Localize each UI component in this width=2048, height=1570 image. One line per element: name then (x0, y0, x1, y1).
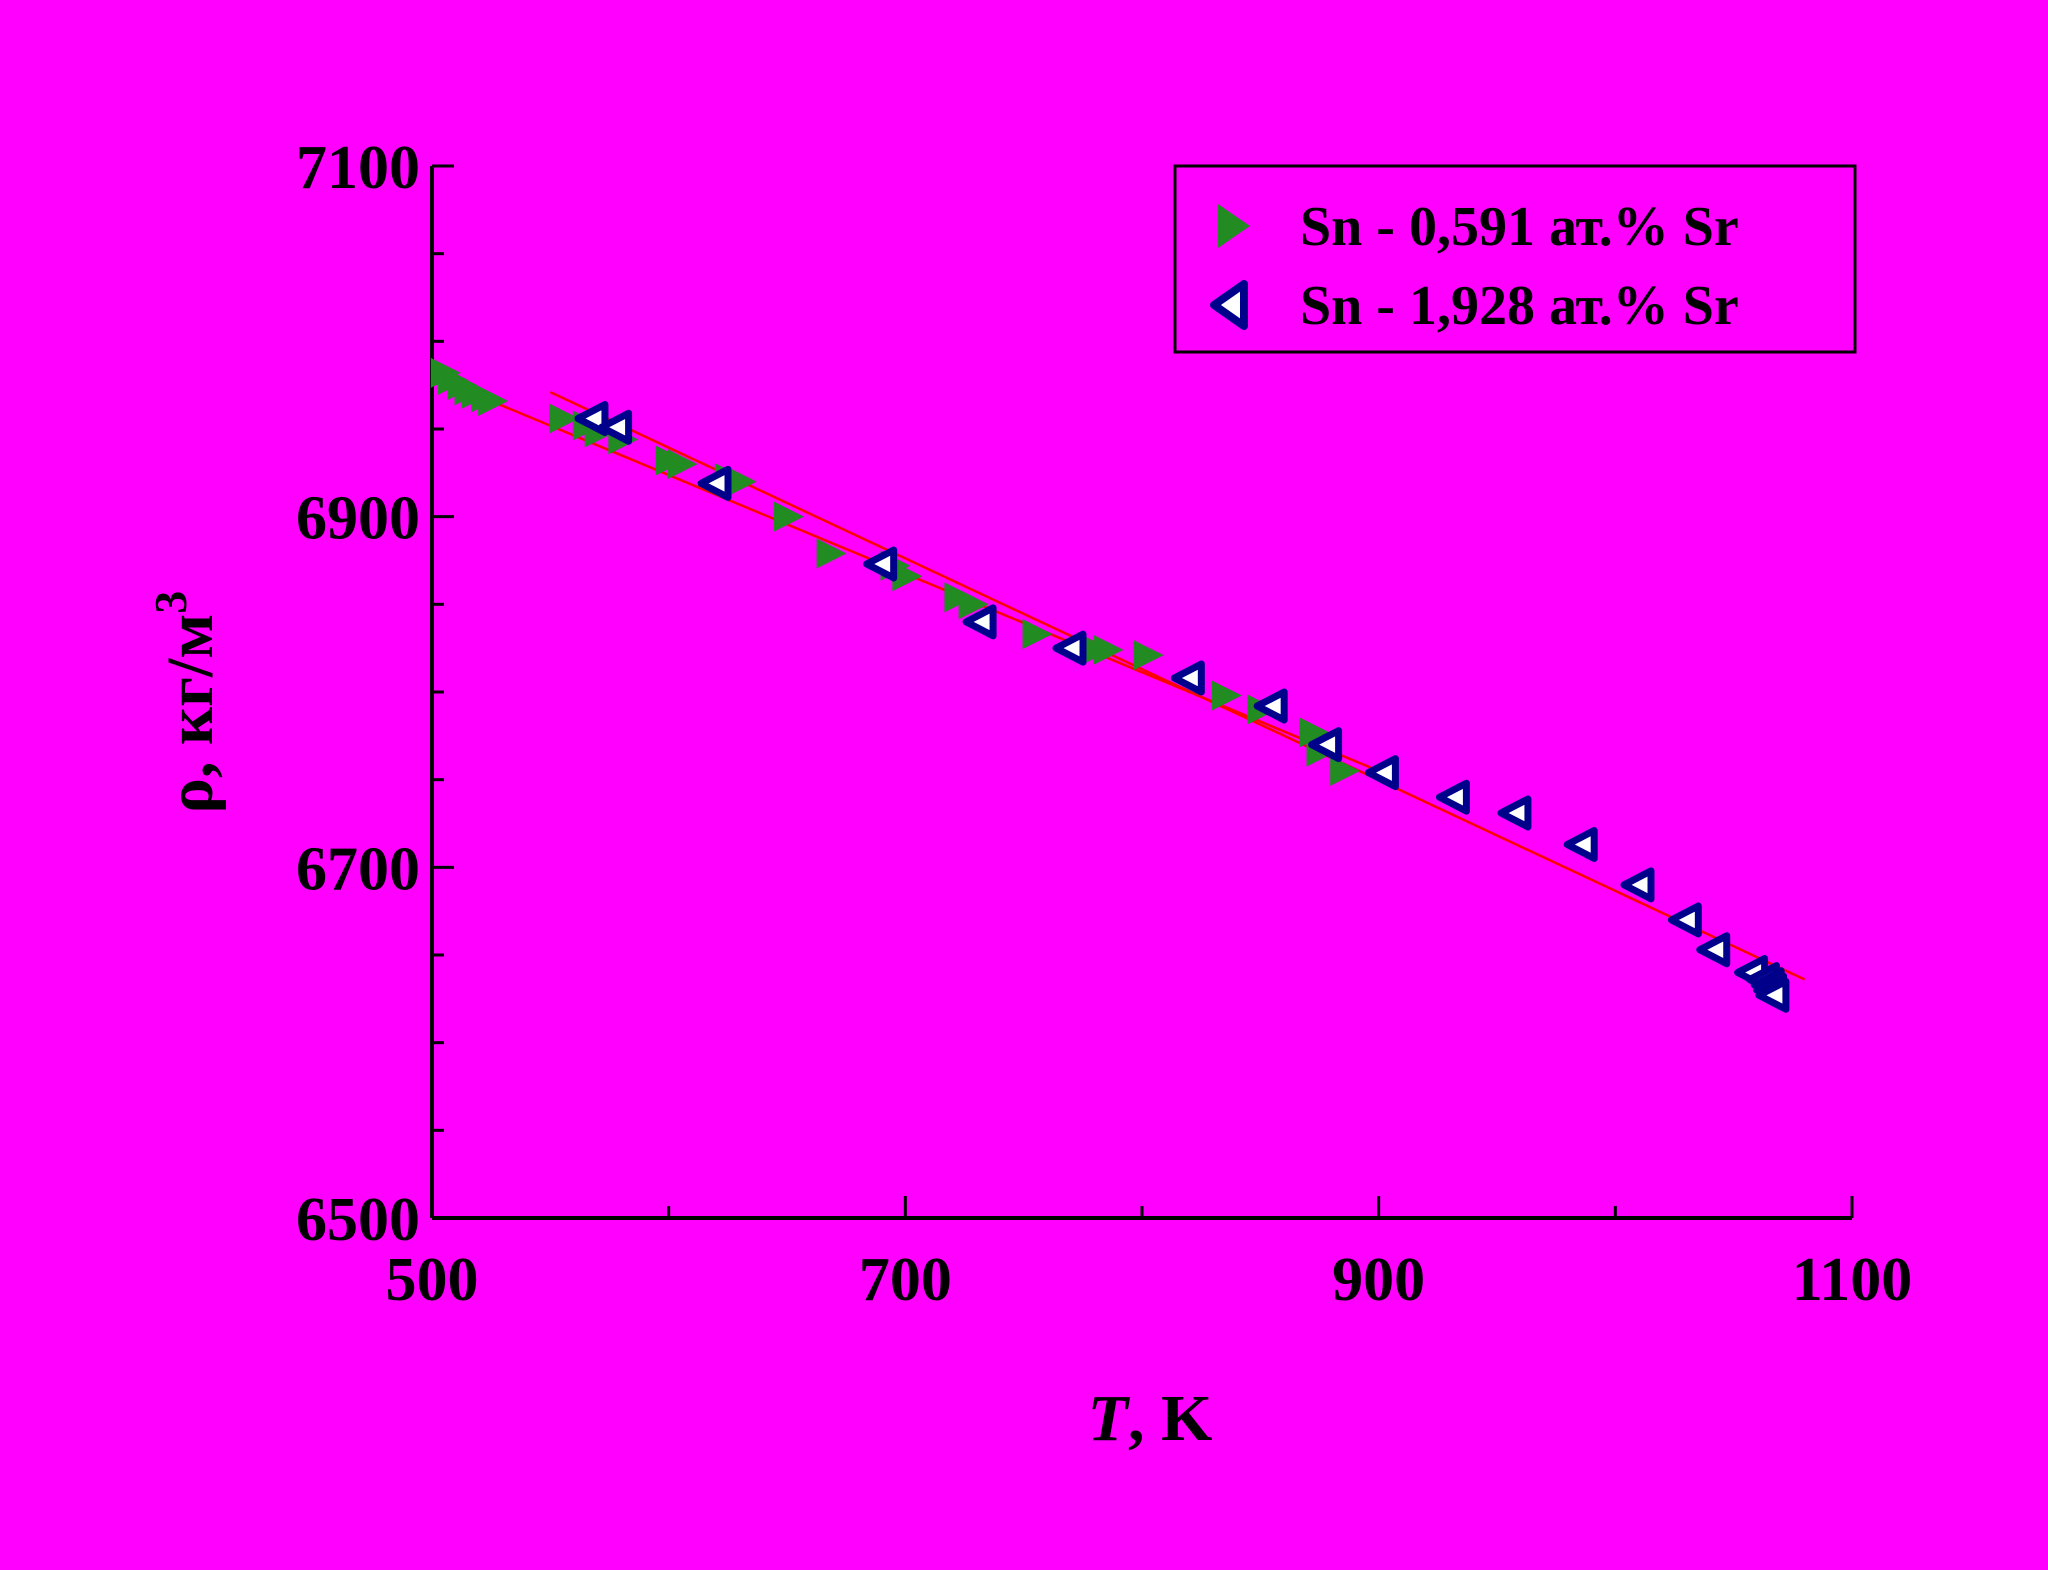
data-markers (430, 357, 1790, 1013)
data-point-series-1 (1330, 755, 1361, 786)
legend-label-series-1: Sn - 0,591 ат.% Sr (1300, 196, 1739, 258)
data-point-series-2 (1696, 932, 1731, 968)
y-tick-label: 6500 (296, 1186, 420, 1254)
data-point-series-1 (816, 538, 847, 569)
data-point-series-2 (598, 409, 633, 445)
fit-line-2 (549, 391, 1806, 981)
legend-frame (1173, 164, 1857, 354)
x-tick-label: 500 (386, 1246, 479, 1314)
data-point-series-2 (1435, 779, 1470, 815)
data-point-series-1 (1093, 634, 1124, 665)
data-point-series-2 (574, 400, 609, 436)
data-point-series-2 (1052, 630, 1087, 666)
data-point-series-2 (1667, 902, 1702, 938)
data-point-series-2 (1755, 977, 1790, 1013)
data-point-series-1 (1211, 680, 1242, 711)
data-point-series-2 (1253, 688, 1288, 724)
data-point-series-2 (863, 546, 898, 582)
y-tick-label: 7100 (296, 134, 420, 202)
data-point-series-2 (1308, 727, 1343, 763)
x-axis-title: T, K (1088, 1382, 1213, 1455)
legend: Sn - 0,591 ат.% Sr Sn - 1,928 ат.% Sr (1173, 164, 1857, 354)
data-point-series-2 (1170, 660, 1205, 696)
x-tick-label: 700 (859, 1246, 952, 1314)
data-point-series-2 (697, 465, 732, 501)
data-point-series-1 (726, 466, 757, 497)
data-point-series-1 (549, 403, 580, 434)
x-tick-label: 900 (1332, 1246, 1425, 1314)
x-axis-title-symbol: T (1088, 1382, 1131, 1455)
y-tick-label: 6900 (296, 485, 420, 553)
data-point-series-1 (892, 561, 923, 592)
data-point-series-1 (958, 589, 989, 620)
data-point-series-1 (478, 385, 509, 416)
data-point-series-1 (1022, 619, 1053, 650)
fit-lines (431, 375, 1806, 981)
legend-label-series-2: Sn - 1,928 ат.% Sr (1300, 275, 1739, 337)
x-axis-title-unit: , K (1128, 1382, 1212, 1455)
data-point-series-1 (1133, 640, 1164, 671)
data-point-series-2 (1497, 795, 1532, 831)
y-axis-title-text: ρ, кг/м (154, 614, 227, 814)
data-point-series-2 (1364, 755, 1399, 791)
y-axis-title: ρ, кг/м3 (145, 591, 227, 814)
y-axis-title-superscript: 3 (145, 591, 196, 614)
data-point-series-1 (667, 449, 698, 480)
legend-marker-series-2 (1210, 280, 1248, 330)
data-point-series-1 (774, 501, 804, 532)
data-point-series-2 (1563, 827, 1598, 863)
x-tick-label: 1100 (1792, 1246, 1913, 1314)
data-point-series-2 (1620, 867, 1655, 903)
y-tick-label: 6700 (296, 835, 420, 903)
data-point-series-2 (962, 604, 997, 640)
legend-marker-series-1 (1218, 204, 1250, 248)
